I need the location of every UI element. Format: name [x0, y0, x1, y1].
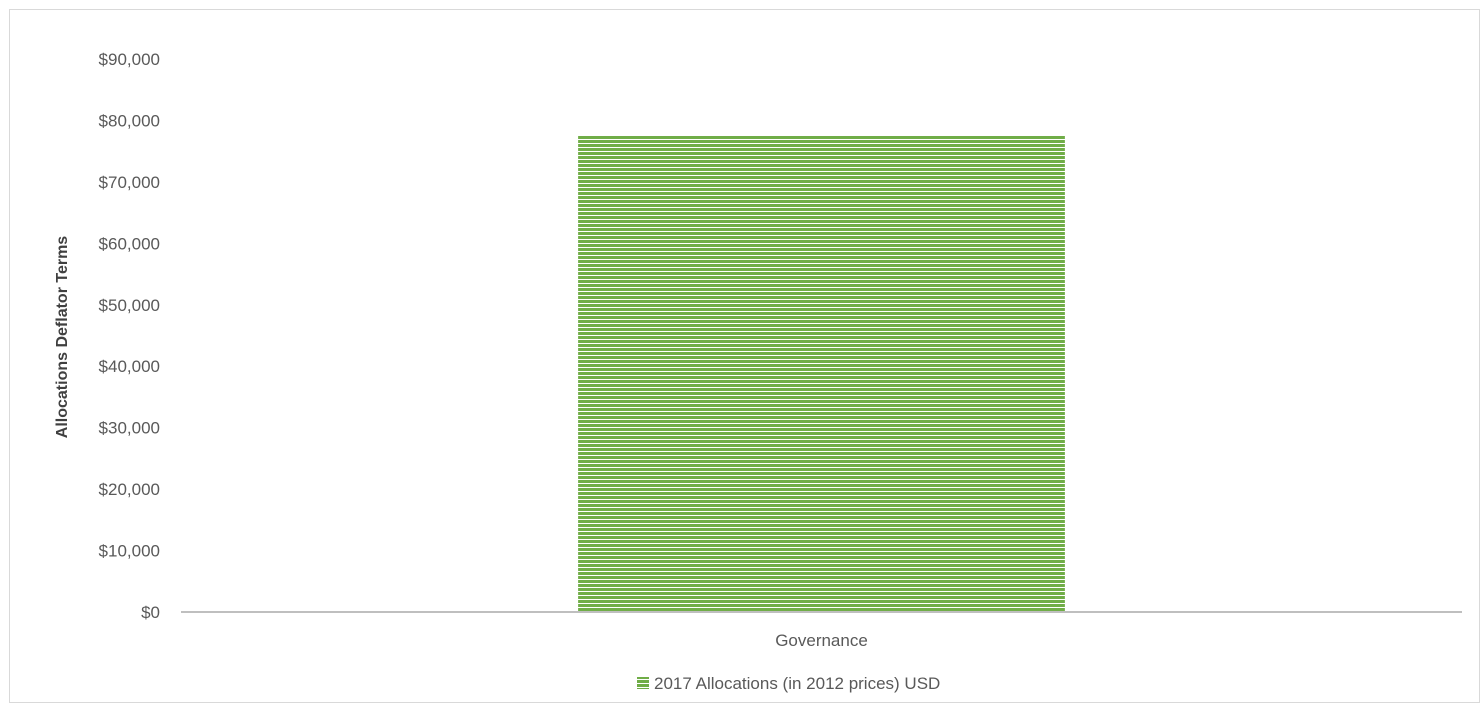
y-tick-label: $10,000 — [99, 542, 160, 561]
y-axis-title: Allocations Deflator Terms — [54, 236, 71, 439]
bar — [578, 135, 1065, 613]
y-tick-label: $40,000 — [99, 357, 160, 376]
y-tick-label: $70,000 — [99, 173, 160, 192]
y-tick-label: $20,000 — [99, 480, 160, 499]
y-tick-label: $90,000 — [99, 50, 160, 69]
y-tick-label: $30,000 — [99, 419, 160, 438]
y-tick-label: $60,000 — [99, 234, 160, 253]
legend-swatch — [637, 677, 649, 689]
x-axis-labels: Governance — [775, 631, 868, 650]
y-axis-ticks: $0 $10,000 $20,000 $30,000 $40,000 $50,000 $60… — [99, 50, 160, 622]
x-tick-label: Governance — [775, 631, 868, 650]
legend: 2017 Allocations (in 2012 prices) USD — [637, 674, 940, 693]
legend-label: 2017 Allocations (in 2012 prices) USD — [654, 674, 940, 693]
y-tick-label: $50,000 — [99, 296, 160, 315]
y-tick-label: $80,000 — [99, 111, 160, 130]
bars — [578, 135, 1065, 613]
y-tick-label: $0 — [141, 603, 160, 622]
